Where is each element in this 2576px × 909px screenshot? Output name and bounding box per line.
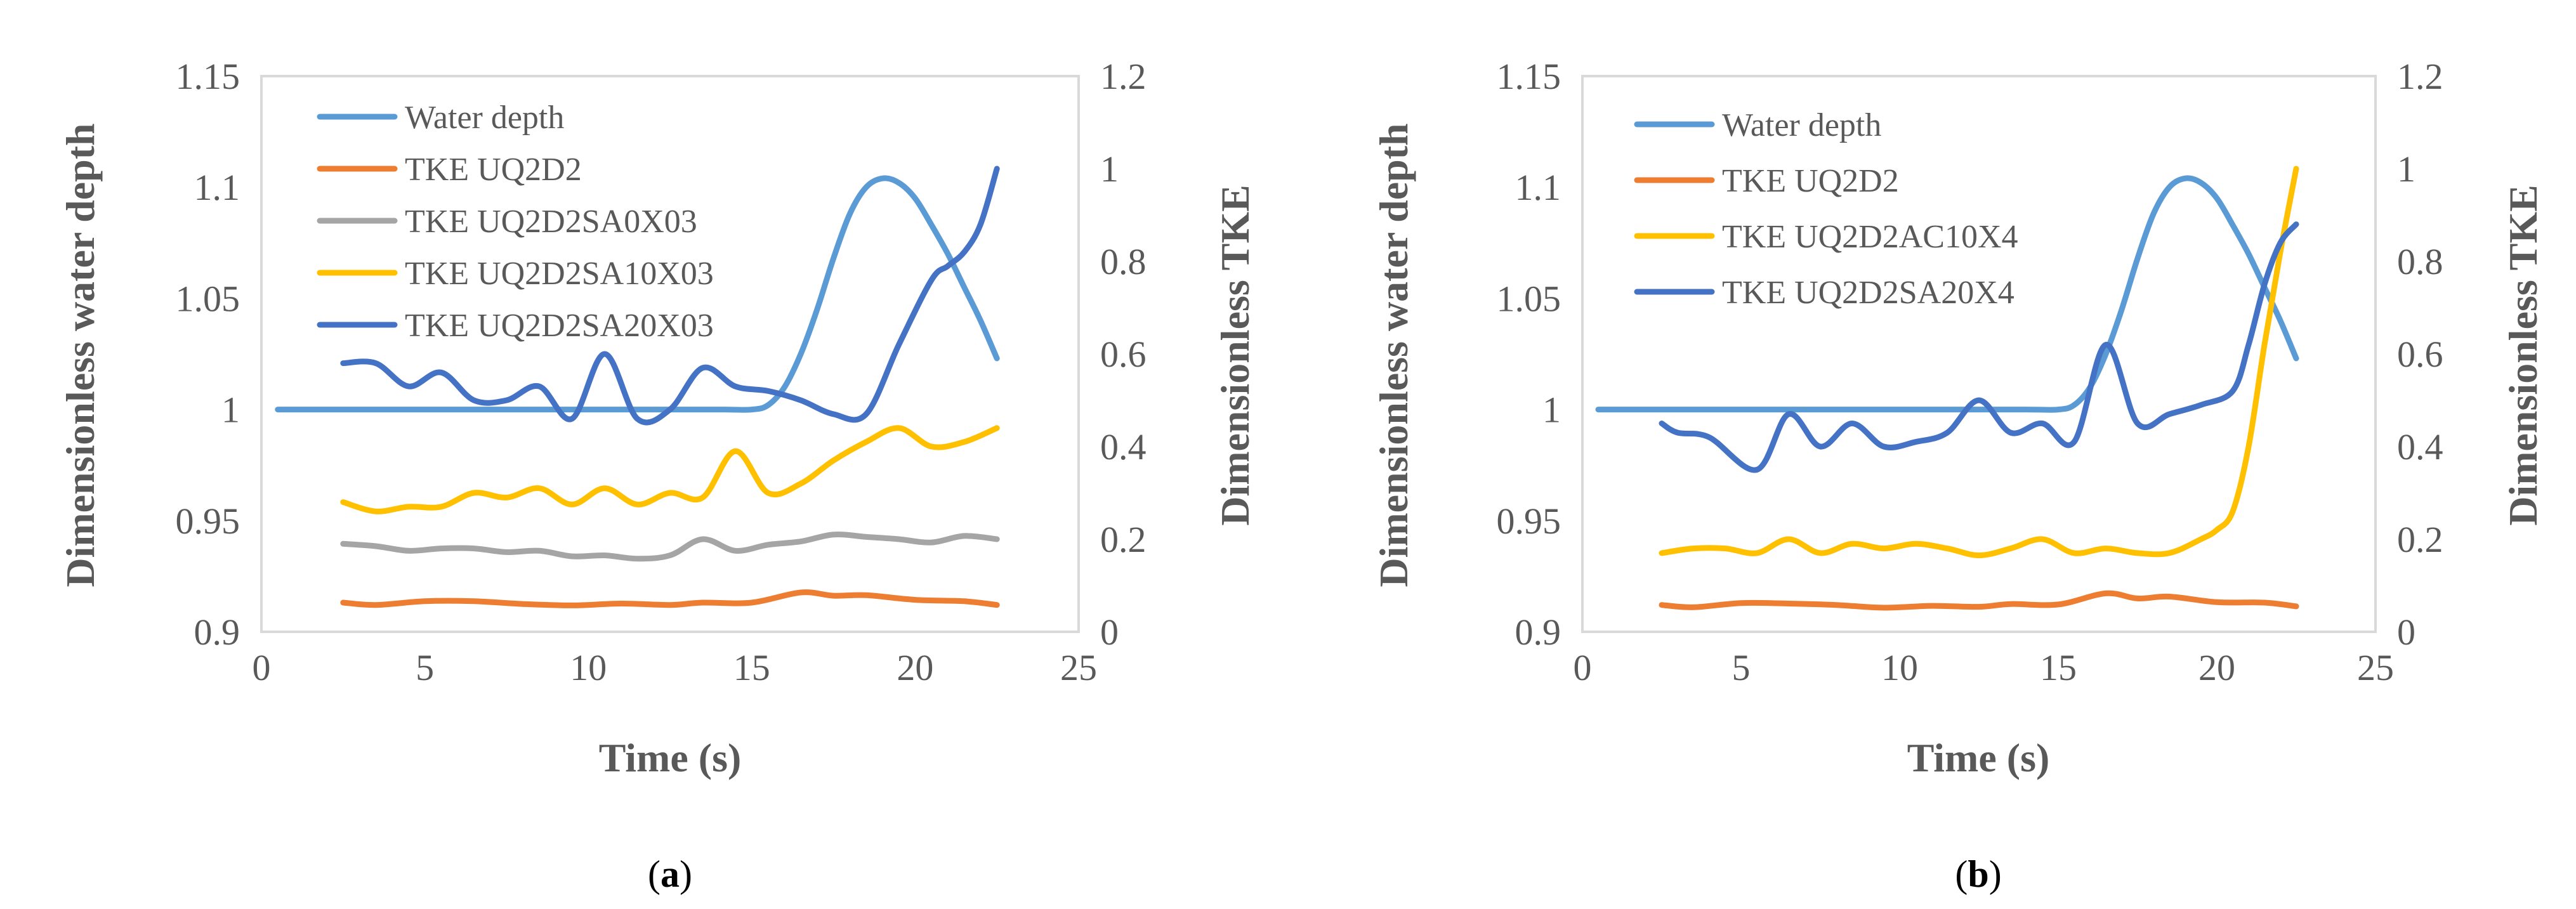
series-line-water-depth [1595, 175, 2299, 413]
x-tick-label: 0 [1574, 647, 1592, 688]
left-y-tick-label: 1.15 [176, 56, 240, 97]
right-y-tick-label: 0.8 [2397, 241, 2443, 282]
left-y-tick-label: 1 [1542, 389, 1561, 431]
left-y-tick-label: 1.05 [176, 278, 240, 319]
left-y-tick-label: 0.95 [176, 500, 240, 542]
legend-label: TKE UQ2D2SA20X03 [405, 308, 714, 344]
right-y-tick-label: 0.4 [1100, 426, 1147, 468]
chart-panel-b: 0 5 10 15 20 25 0.9 0.95 1 1.05 1.1 1.15 0 0.2 0.4 0.… [1371, 56, 2546, 895]
legend-label: TKE UQ2D2 [405, 152, 582, 188]
left-y-tick-labels: 0.9 0.95 1 1.05 1.1 1.15 [1497, 56, 1561, 653]
right-y-tick-label: 0 [1100, 611, 1119, 653]
right-y-tick-label: 0.6 [1100, 334, 1147, 375]
left-y-tick-label: 0.9 [1515, 611, 1561, 653]
x-tick-labels: 0 5 10 15 20 25 [253, 647, 1098, 688]
legend-label: TKE UQ2D2SA20X4 [1722, 275, 2014, 311]
panel-caption: (b) [1955, 853, 2001, 895]
legend-label: TKE UQ2D2 [1722, 163, 1899, 199]
legend-label: Water depth [405, 100, 564, 136]
x-tick-label: 25 [1060, 647, 1097, 688]
right-y-tick-labels: 0 0.2 0.4 0.6 0.8 1 1.2 [1100, 56, 1147, 653]
right-y-tick-label: 1 [2397, 148, 2415, 190]
series-line-tke-uq2d2ac10x4 [1659, 166, 2299, 558]
x-axis-title: Time (s) [599, 735, 742, 780]
right-y-axis-title: Dimensionless TKE [2500, 185, 2546, 526]
series-line-tke-uq2d2sa20x03 [340, 166, 1000, 426]
right-y-tick-label: 0.6 [2397, 334, 2443, 375]
x-tick-label: 20 [2198, 647, 2235, 688]
series-lines [1595, 166, 2299, 611]
x-tick-label: 20 [897, 647, 933, 688]
series-line-tke-uq2d2sa0x03 [340, 531, 1000, 562]
left-y-tick-label: 1.05 [1497, 278, 1561, 319]
right-y-tick-label: 0 [2397, 611, 2415, 653]
right-y-tick-labels: 0 0.2 0.4 0.6 0.8 1 1.2 [2397, 56, 2443, 653]
right-y-tick-label: 1.2 [1100, 56, 1147, 97]
x-tick-label: 15 [733, 647, 770, 688]
left-y-tick-label: 0.9 [194, 611, 240, 653]
left-y-tick-label: 1.1 [194, 167, 240, 208]
left-y-tick-label: 1 [221, 389, 240, 431]
x-tick-label: 0 [253, 647, 271, 688]
right-y-tick-label: 1.2 [2397, 56, 2443, 97]
x-tick-label: 15 [2040, 647, 2077, 688]
x-tick-label: 25 [2357, 647, 2394, 688]
series-line-tke-uq2d2sa20x4 [1659, 221, 2299, 473]
series-line-tke-uq2d2 [340, 589, 1000, 608]
series-line-tke-uq2d2 [1659, 590, 2299, 611]
series-line-tke-uq2d2sa10x03 [340, 425, 1000, 514]
x-tick-label: 5 [416, 647, 434, 688]
right-y-tick-label: 0.4 [2397, 426, 2443, 468]
left-y-axis-title: Dimensionless water depth [58, 123, 103, 587]
legend: Water depth TKE UQ2D2 TKE UQ2D2AC10X4 TKE U… [1634, 107, 2018, 311]
series-line-water-depth [275, 175, 1000, 413]
left-y-tick-labels: 0.9 0.95 1 1.05 1.1 1.15 [176, 56, 240, 653]
legend-label: TKE UQ2D2SA10X03 [405, 256, 714, 292]
right-y-tick-label: 1 [1100, 148, 1119, 190]
x-tick-label: 5 [1732, 647, 1751, 688]
left-y-axis-title: Dimensionless water depth [1371, 123, 1416, 587]
legend-label: TKE UQ2D2SA0X03 [405, 204, 697, 240]
series-lines [275, 166, 1000, 608]
left-y-tick-label: 0.95 [1497, 500, 1561, 542]
right-y-tick-label: 0.2 [2397, 519, 2443, 560]
left-y-tick-label: 1.15 [1497, 56, 1561, 97]
panel-caption: (a) [648, 853, 692, 895]
legend-label: TKE UQ2D2AC10X4 [1722, 219, 2018, 255]
right-y-axis-title: Dimensionless TKE [1212, 185, 1258, 526]
chart-panel-a: 0 5 10 15 20 25 0.9 0.95 1 1.05 1.1 1.15 0 0.2 0.4 0.… [58, 56, 1258, 895]
legend-label: Water depth [1722, 107, 1881, 143]
x-tick-label: 10 [570, 647, 607, 688]
right-y-tick-label: 0.2 [1100, 519, 1147, 560]
x-tick-labels: 0 5 10 15 20 25 [1574, 647, 2395, 688]
x-tick-label: 10 [1881, 647, 1918, 688]
left-y-tick-label: 1.1 [1515, 167, 1561, 208]
x-axis-title: Time (s) [1907, 735, 2050, 780]
legend: Water depth TKE UQ2D2 TKE UQ2D2SA0X03 TKE U… [317, 100, 714, 344]
right-y-tick-label: 0.8 [1100, 241, 1147, 282]
